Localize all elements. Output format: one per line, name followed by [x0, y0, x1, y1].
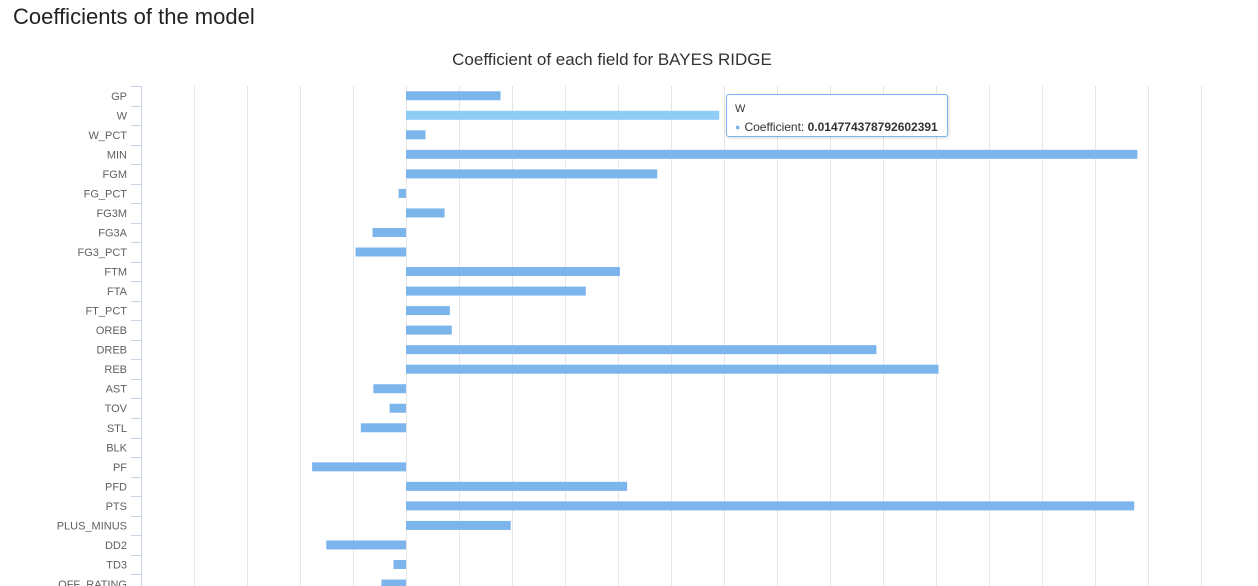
category-label: FT_PCT — [85, 306, 127, 318]
bar[interactable] — [406, 130, 426, 140]
category-label: FG3M — [96, 208, 127, 220]
bar[interactable] — [406, 306, 450, 316]
category-label: FTA — [107, 286, 128, 298]
bar[interactable] — [355, 247, 406, 257]
bar[interactable] — [393, 559, 406, 569]
bar[interactable] — [406, 345, 877, 355]
category-label: W_PCT — [89, 130, 128, 142]
category-label: MIN — [107, 149, 127, 161]
category-label: PLUS_MINUS — [57, 520, 127, 532]
bar[interactable] — [406, 364, 939, 374]
bar[interactable] — [406, 267, 620, 277]
category-label: REB — [104, 364, 127, 376]
bar[interactable] — [406, 169, 658, 179]
category-label: BLK — [106, 442, 127, 454]
series-dot-icon: ● — [735, 122, 741, 132]
bar[interactable] — [381, 579, 406, 586]
category-label: W — [117, 110, 128, 122]
bars — [312, 91, 1138, 586]
bar[interactable] — [406, 286, 586, 296]
tooltip-row: ● Coefficient: 0.014774378792602391 — [735, 120, 939, 134]
page-title: Coefficients of the model — [13, 4, 255, 29]
category-label: AST — [106, 384, 128, 396]
bar[interactable] — [406, 481, 628, 491]
bar[interactable] — [372, 227, 406, 237]
category-label: OREB — [96, 325, 127, 337]
tooltip-colon: : — [800, 120, 808, 134]
category-axis — [131, 86, 142, 586]
category-label: FGM — [103, 169, 127, 181]
bar[interactable] — [406, 110, 720, 120]
bar[interactable] — [406, 501, 1135, 511]
category-label: PFD — [105, 481, 127, 493]
bar[interactable] — [373, 384, 406, 394]
category-label: FTM — [104, 267, 127, 279]
category-label: PTS — [106, 501, 127, 513]
bar[interactable] — [406, 520, 511, 530]
bar[interactable] — [406, 149, 1138, 159]
tooltip-series-label: Coefficient — [744, 120, 801, 134]
category-label: STL — [107, 423, 127, 435]
bar[interactable] — [360, 423, 406, 433]
bar[interactable] — [406, 208, 445, 218]
category-label: FG3_PCT — [77, 247, 127, 259]
bar[interactable] — [406, 325, 452, 335]
category-label: OFF_RATING — [58, 579, 127, 586]
category-label: FG_PCT — [84, 188, 128, 200]
category-labels: GP W W_PCT MIN FGM FG_PCT FG3M FG3A FG3_PCT FTM FT… — [57, 91, 128, 586]
category-label: TOV — [105, 403, 128, 415]
bar[interactable] — [326, 540, 406, 550]
category-label: DD2 — [105, 540, 127, 552]
category-label: DREB — [96, 345, 127, 357]
category-label: TD3 — [106, 559, 127, 571]
bar[interactable] — [398, 188, 406, 198]
category-label: FG3A — [98, 227, 127, 239]
tooltip-value: 0.014774378792602391 — [807, 120, 938, 134]
grid-lines — [141, 86, 1202, 586]
bar[interactable] — [312, 462, 406, 472]
bar[interactable] — [389, 403, 406, 413]
chart-title: Coefficient of each field for BAYES RIDG… — [452, 50, 772, 69]
bar[interactable] — [406, 91, 501, 101]
tooltip: W ● Coefficient: 0.014774378792602391 — [726, 94, 948, 137]
category-label: PF — [113, 462, 127, 474]
category-label: GP — [111, 91, 127, 103]
tooltip-category: W — [735, 103, 746, 115]
